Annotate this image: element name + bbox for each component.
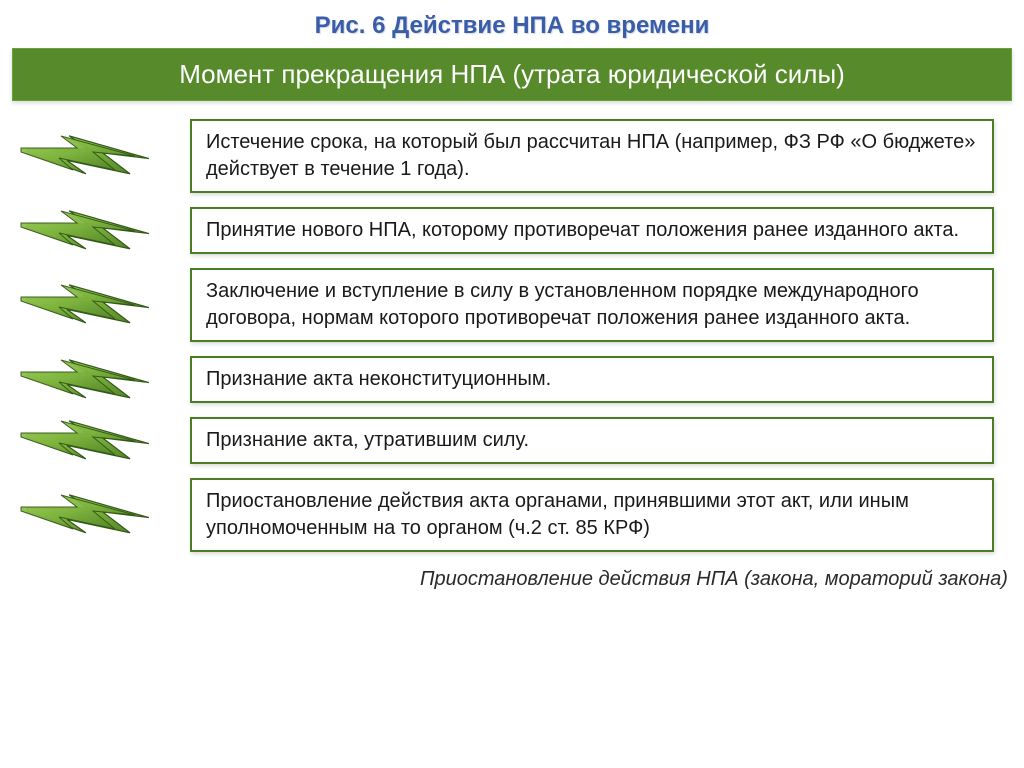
lightning-arrow-icon xyxy=(15,128,195,184)
lightning-arrow-icon xyxy=(15,203,195,259)
item-box: Признание акта, утратившим силу. xyxy=(190,417,994,464)
item-box: Признание акта неконституционным. xyxy=(190,356,994,403)
items-list: Истечение срока, на который был рассчита… xyxy=(0,119,1024,552)
item-text: Признание акта неконституционным. xyxy=(206,368,551,390)
footnote: Приостановление действия НПА (закона, мо… xyxy=(420,566,1024,592)
list-item: Признание акта, утратившим силу. xyxy=(190,417,994,464)
lightning-arrow-icon xyxy=(15,277,195,333)
page-title: Рис. 6 Действие НПА во времени xyxy=(0,0,1024,48)
item-box: Принятие нового НПА, которому противореч… xyxy=(190,207,994,254)
item-text: Истечение срока, на который был рассчита… xyxy=(206,131,975,180)
list-item: Принятие нового НПА, которому противореч… xyxy=(190,207,994,254)
item-text: Признание акта, утратившим силу. xyxy=(206,429,529,451)
list-item: Истечение срока, на который был рассчита… xyxy=(190,119,994,193)
item-text: Приостановление действия акта органами, … xyxy=(206,490,909,539)
lightning-arrow-icon xyxy=(15,352,195,408)
list-item: Приостановление действия акта органами, … xyxy=(190,478,994,552)
item-box: Истечение срока, на который был рассчита… xyxy=(190,119,994,193)
item-text: Принятие нового НПА, которому противореч… xyxy=(206,219,959,241)
list-item: Заключение и вступление в силу в установ… xyxy=(190,268,994,342)
list-item: Признание акта неконституционным. xyxy=(190,356,994,403)
section-header: Момент прекращения НПА (утрата юридическ… xyxy=(12,48,1012,101)
lightning-arrow-icon xyxy=(15,487,195,543)
item-box: Приостановление действия акта органами, … xyxy=(190,478,994,552)
item-box: Заключение и вступление в силу в установ… xyxy=(190,268,994,342)
item-text: Заключение и вступление в силу в установ… xyxy=(206,280,919,329)
lightning-arrow-icon xyxy=(15,413,195,469)
